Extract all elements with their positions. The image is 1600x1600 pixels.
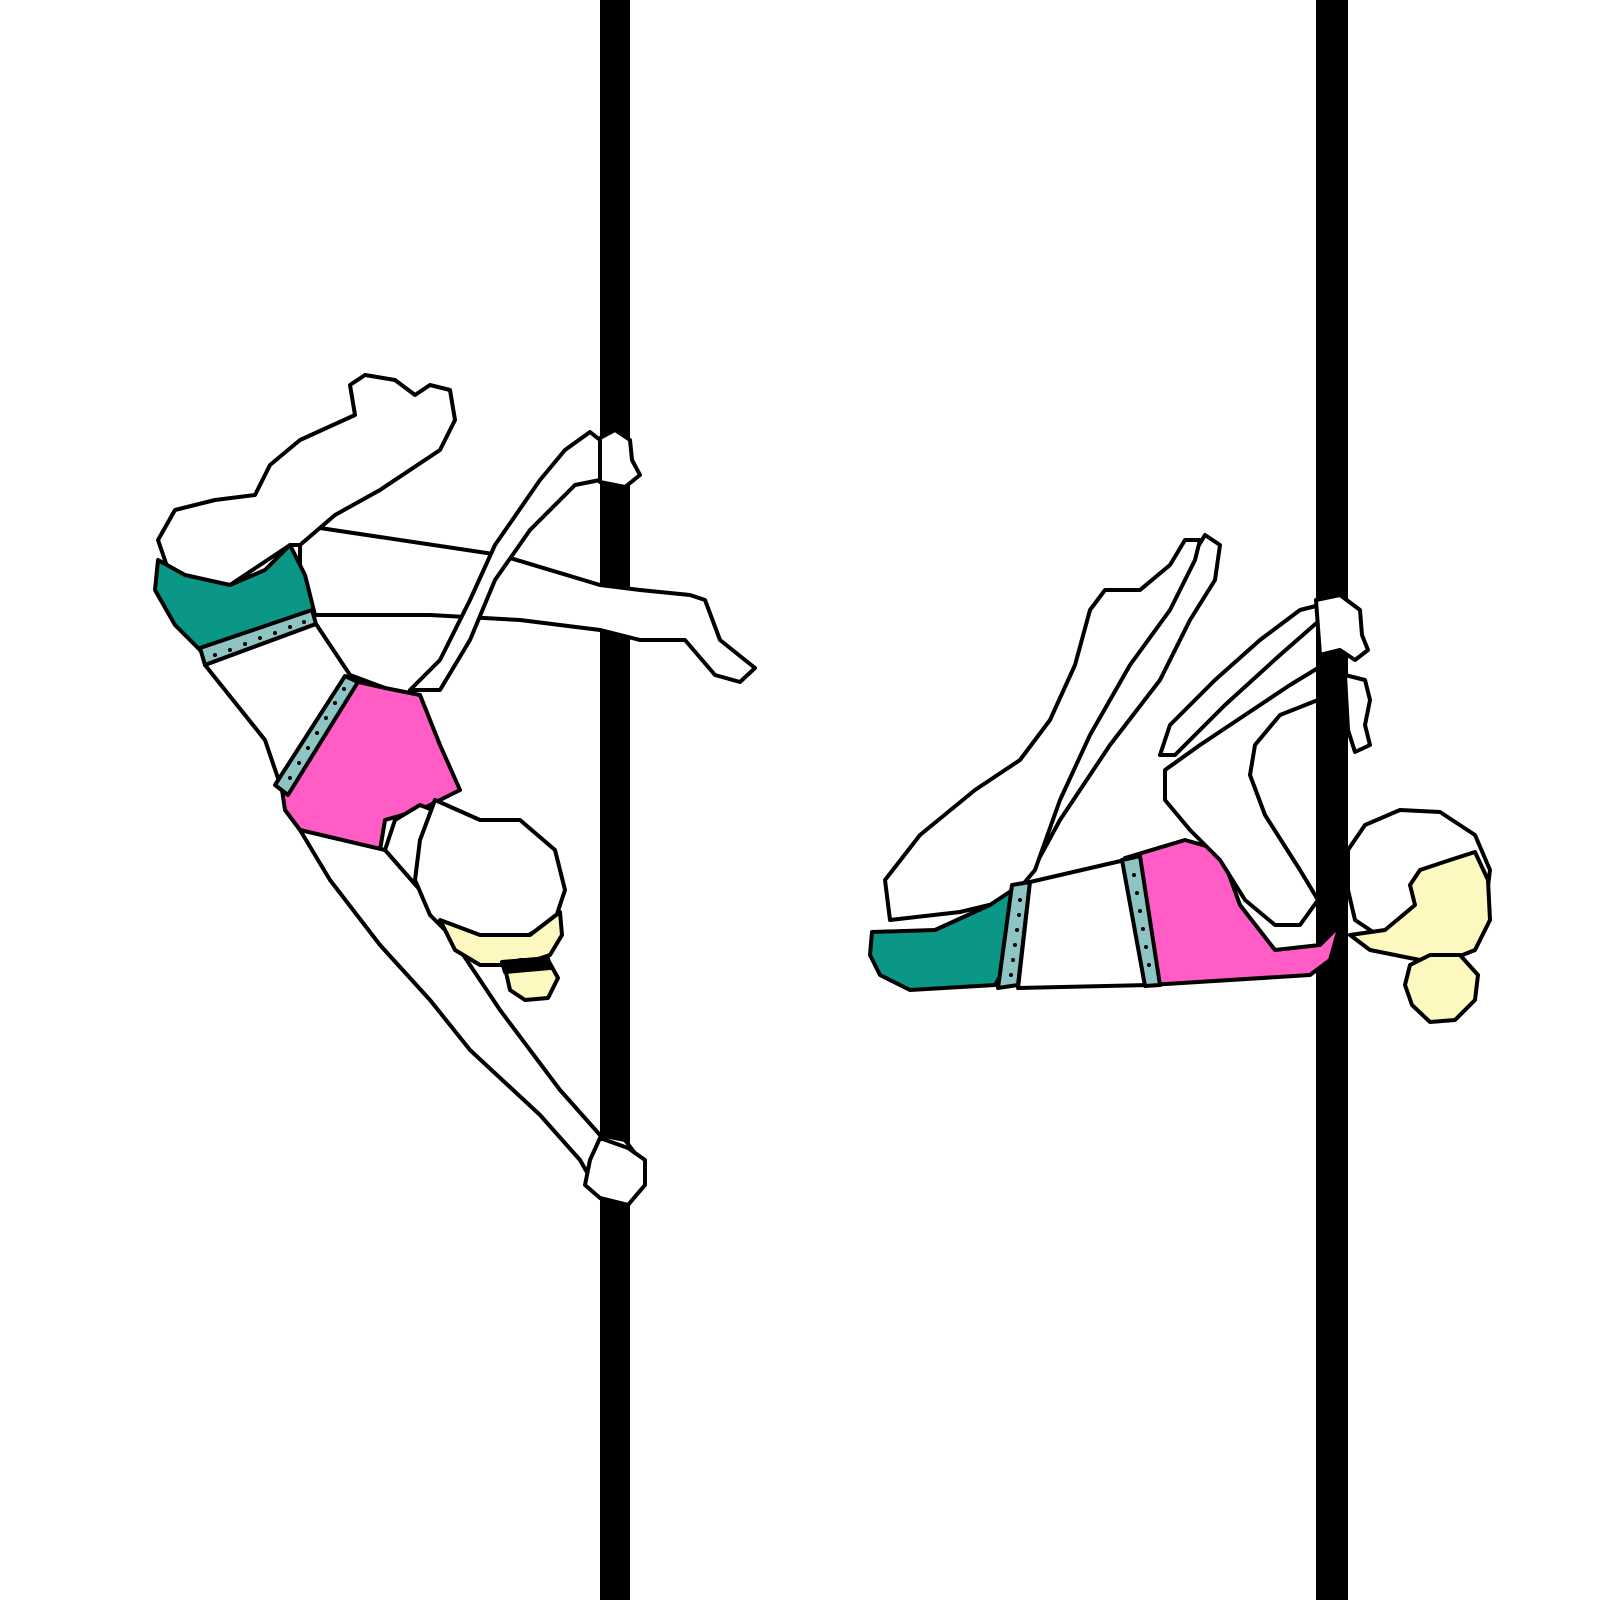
right-figure-hair-bun (1403, 953, 1480, 1024)
left-figure-hair-tie (500, 956, 552, 974)
left-figure-front-leg (156, 373, 457, 587)
left-figure-hair (438, 910, 564, 967)
left-figure-top-trim (273, 674, 360, 797)
right-figure-upper-hand (1314, 593, 1370, 662)
left-pole (600, 0, 630, 1600)
right-figure-top-trim (1120, 854, 1162, 988)
right-top-trim-dots (1132, 873, 1151, 967)
right-pole (1316, 0, 1348, 1600)
right-figure-bent-arm (1163, 666, 1320, 927)
left-figure (153, 373, 757, 1207)
left-figure-back-leg (298, 523, 757, 684)
left-figure-lower-hand (583, 1136, 647, 1207)
right-figure-hair (1348, 850, 1492, 962)
right-figure-lower-hand (1343, 673, 1372, 754)
right-trim-dots (1009, 898, 1022, 977)
right-figure (868, 533, 1492, 1024)
left-figure-upper-hand (598, 428, 642, 489)
left-trim-dots (213, 620, 306, 657)
left-top-trim-dots (288, 687, 346, 780)
right-figure-upper-arm (1158, 603, 1322, 757)
